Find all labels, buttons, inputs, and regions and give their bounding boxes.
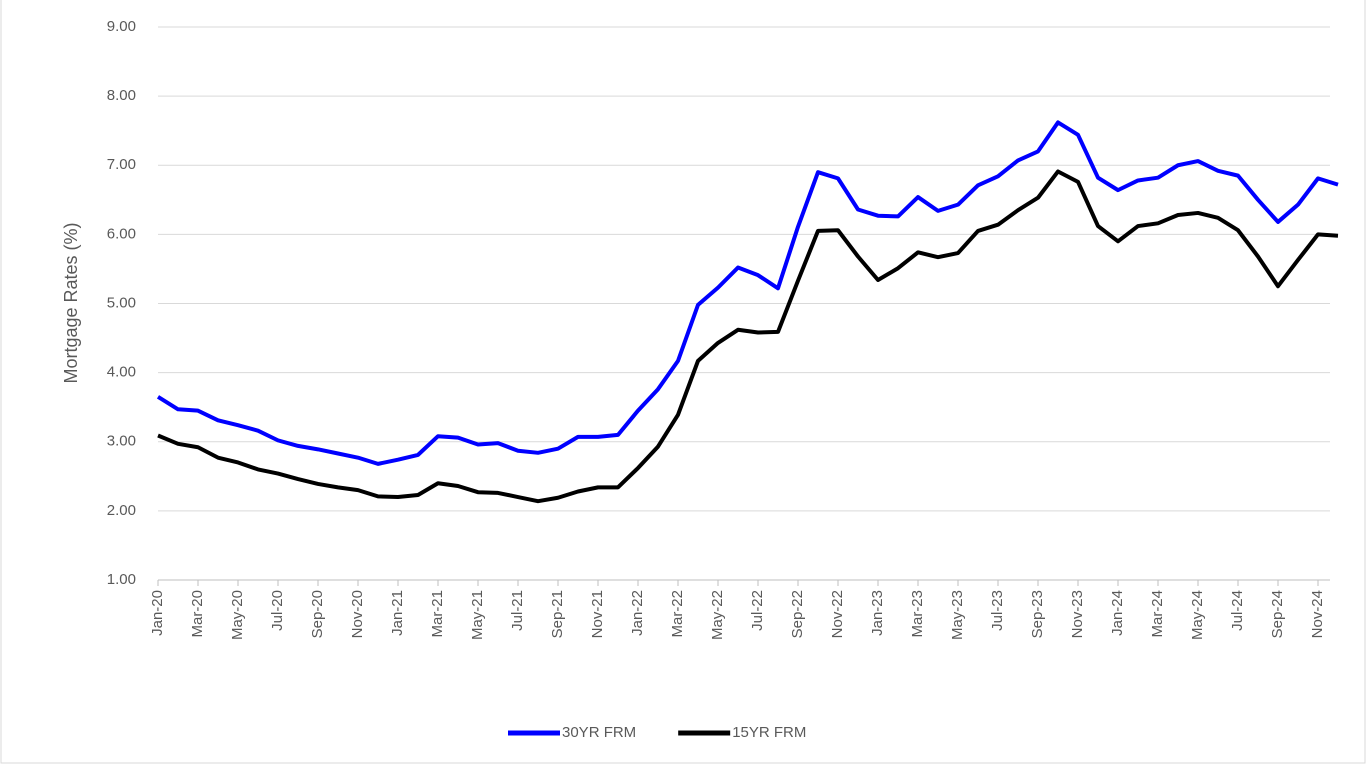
- y-axis-title: Mortgage Rates (%): [61, 222, 81, 383]
- x-tick-label: Jan-20: [149, 590, 166, 636]
- x-tick-label: Jul-23: [989, 590, 1006, 631]
- y-tick-label: 2.00: [107, 502, 136, 519]
- x-tick-label: May-24: [1189, 590, 1206, 640]
- x-tick-label: Nov-21: [589, 590, 606, 638]
- x-tick-label: Jan-22: [629, 590, 646, 636]
- y-tick-label: 3.00: [107, 433, 136, 450]
- y-tick-label: 6.00: [107, 225, 136, 242]
- x-tick-label: Jan-21: [389, 590, 406, 636]
- y-tick-label: 1.00: [107, 571, 136, 588]
- x-tick-label: May-23: [949, 590, 966, 640]
- line-series: [156, 120, 1339, 466]
- x-tick-label: Jan-23: [869, 590, 886, 636]
- x-tick-label: Mar-24: [1149, 590, 1166, 638]
- x-tick-label: Nov-22: [829, 590, 846, 638]
- y-tick-label: 9.00: [107, 18, 136, 35]
- x-tick-label: Mar-21: [429, 590, 446, 638]
- x-tick-label: Jul-24: [1229, 590, 1246, 631]
- x-tick-label: Nov-23: [1069, 590, 1086, 638]
- x-tick-label: Sep-23: [1029, 590, 1046, 638]
- x-tick-label: Jan-24: [1109, 590, 1126, 636]
- x-tick-label: Jul-20: [269, 590, 286, 631]
- x-tick-label: Nov-24: [1309, 590, 1326, 638]
- x-tick-label: Mar-22: [669, 590, 686, 638]
- y-tick-label: 7.00: [107, 156, 136, 173]
- x-tick-label: May-21: [469, 590, 486, 640]
- x-tick-label: Nov-20: [349, 590, 366, 638]
- legend-label: 15YR FRM: [732, 724, 806, 741]
- legend-label: 30YR FRM: [562, 724, 636, 741]
- x-tick-label: Mar-20: [189, 590, 206, 638]
- line-series: [157, 169, 1339, 504]
- x-tick-label: May-20: [229, 590, 246, 640]
- x-tick-label: Mar-23: [909, 590, 926, 638]
- x-tick-label: Jul-22: [749, 590, 766, 631]
- x-tick-label: Sep-24: [1269, 590, 1286, 638]
- x-tick-label: Sep-21: [549, 590, 566, 638]
- x-tick-label: May-22: [709, 590, 726, 640]
- y-tick-label: 5.00: [107, 294, 136, 311]
- y-tick-label: 8.00: [107, 87, 136, 104]
- x-tick-label: Sep-20: [309, 590, 326, 638]
- y-tick-label: 4.00: [107, 364, 136, 381]
- x-tick-label: Jul-21: [509, 590, 526, 631]
- x-tick-label: Sep-22: [789, 590, 806, 638]
